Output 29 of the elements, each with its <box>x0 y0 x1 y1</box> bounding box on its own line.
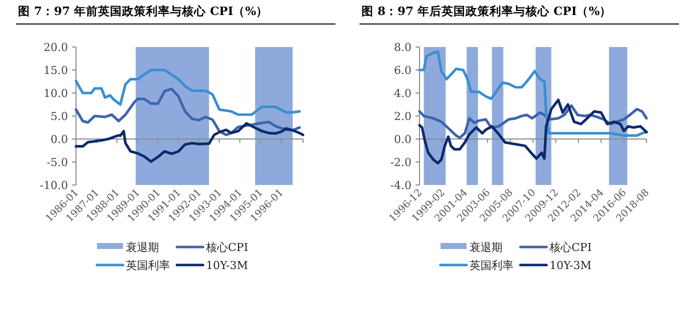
line-series <box>74 68 301 116</box>
legend-label: 英国利率 <box>470 259 514 272</box>
y-tick-label: 8.0 <box>394 41 412 54</box>
y-tick-label: 15.0 <box>44 64 68 77</box>
y-tick-label: -4.0 <box>390 179 412 192</box>
line-series <box>74 88 301 136</box>
legend-label: 英国利率 <box>126 259 170 272</box>
y-tick-label: 10.0 <box>44 87 68 100</box>
y-tick-label: -5.0 <box>46 156 68 169</box>
y-tick-label: -2.0 <box>390 156 412 169</box>
legend-label: 核心CPI <box>205 241 248 254</box>
y-tick-label: 20.0 <box>44 41 68 54</box>
line-series <box>74 122 304 163</box>
y-tick-label: 0.0 <box>394 133 412 146</box>
legend-label: 衰退期 <box>470 241 502 254</box>
legend-label: 核心CPI <box>548 241 592 254</box>
chart-title: 图 7：97 年前英国政策利率与核心 CPI（%） <box>18 4 268 18</box>
y-tick-label: -10.0 <box>40 179 68 192</box>
y-tick-label: 2.0 <box>394 110 412 123</box>
legend-label: 衰退期 <box>126 241 159 254</box>
line-series <box>418 50 648 137</box>
chart-title: 图 8：97 年后英国政策利率与核心 CPI（%） <box>362 4 612 18</box>
line-series <box>418 98 648 164</box>
legend-label: 10Y-3M <box>206 259 248 272</box>
y-tick-label: 4.0 <box>394 87 412 100</box>
legend-label: 10Y-3M <box>550 259 592 272</box>
y-tick-label: 0.0 <box>50 133 68 146</box>
y-tick-label: 5.0 <box>50 110 68 123</box>
y-tick-label: 6.0 <box>394 64 412 77</box>
